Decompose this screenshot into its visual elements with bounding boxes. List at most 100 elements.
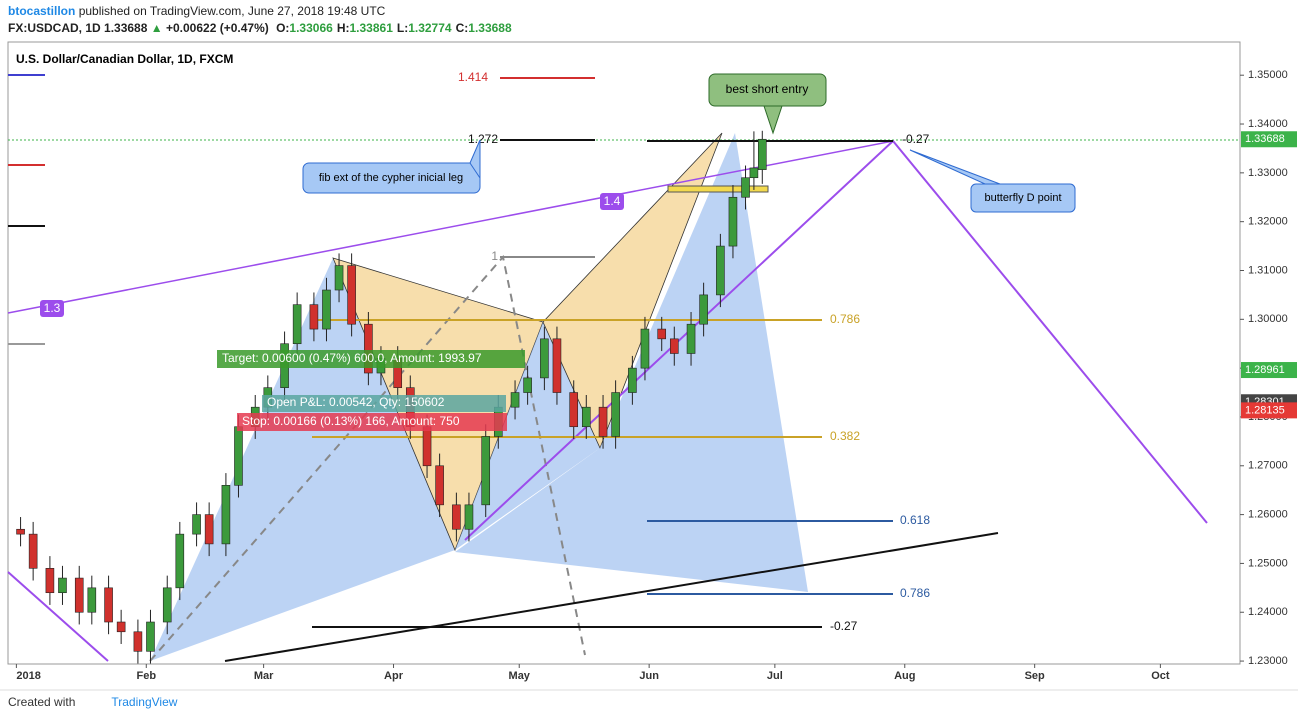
ohlc-val: 1.32774 [408, 21, 452, 35]
fib-label: 1 [491, 249, 498, 263]
ohlc: O:1.33066 H:1.33861 L:1.32774 C:1.33688 [272, 21, 512, 35]
candle-body [581, 406, 591, 428]
callout-text: butterfly D point [984, 192, 1061, 204]
candle-body [628, 367, 637, 393]
candle-body [481, 436, 491, 506]
candle-body [611, 392, 620, 437]
ohlc-key: L: [396, 21, 409, 35]
y-tick-label: 1.24000 [1248, 606, 1288, 618]
candle-body [569, 392, 579, 428]
ohlc-val: 1.33861 [349, 21, 393, 35]
fib-label: 0.382 [830, 429, 860, 443]
callout-pointer [469, 139, 481, 180]
x-tick-label: Aug [894, 670, 915, 682]
candle-body [452, 504, 461, 530]
y-tick-label: 1.33000 [1248, 167, 1288, 179]
candle-body [435, 465, 444, 506]
candle-body [234, 426, 243, 486]
candle-body [292, 304, 302, 345]
chart-title: U.S. Dollar/Canadian Dollar, 1D, FXCM [16, 52, 233, 66]
price-tag [1241, 362, 1297, 379]
price-tag [1241, 131, 1297, 148]
x-tick-label: Oct [1151, 670, 1170, 682]
x-tick-label: Jun [639, 670, 659, 682]
callout [970, 183, 1076, 213]
ohlc-key: C: [455, 21, 469, 35]
fib-label: -0.27 [902, 132, 930, 146]
y-tick-label: 1.25000 [1248, 557, 1288, 569]
candle-body [540, 338, 549, 379]
arrow: ▲ [150, 21, 163, 35]
stop-label [237, 413, 507, 431]
y-tick-label: 1.27000 [1248, 460, 1288, 472]
ohlc-key: H: [336, 21, 350, 35]
ohlc-val: 1.33688 [468, 21, 512, 35]
trend-line [224, 532, 999, 662]
callout-pointer [909, 149, 1001, 185]
x-tick-label: Mar [254, 670, 274, 682]
target-label [217, 350, 525, 368]
candle-body [741, 177, 750, 198]
candle-body [657, 328, 667, 340]
channel-badge [600, 193, 624, 210]
callout-text: fib ext of the cypher inicial leg [319, 172, 463, 184]
candle-body [510, 392, 520, 408]
candle-body [422, 426, 432, 467]
candle-body [334, 265, 344, 291]
candle-body [116, 621, 126, 633]
fib-label: 1.414 [458, 70, 488, 84]
candle-body [74, 577, 84, 613]
axes: 1.230001.240001.250001.260001.270001.280… [15, 69, 1297, 682]
candle-body [309, 304, 319, 330]
fib-label: -0.27 [830, 619, 858, 633]
target-text: Target: 0.00600 (0.47%) 600.0, Amount: 1… [222, 351, 482, 365]
ohlc-val: 1.33066 [289, 21, 333, 35]
y-tick-label: 1.34000 [1248, 118, 1288, 130]
candle-body [28, 533, 38, 569]
candle-body [175, 533, 185, 589]
fib-label: 0.786 [830, 312, 860, 326]
candle-body [598, 406, 608, 437]
candle-body [686, 323, 696, 354]
author: btocastillon [8, 4, 76, 18]
candle-body [322, 289, 331, 330]
x-tick-label: Apr [384, 670, 404, 682]
price-tag-label: 1.28135 [1245, 404, 1285, 416]
fib-label: 0.618 [900, 513, 930, 527]
candle-body [464, 504, 474, 530]
candle-body [204, 514, 214, 545]
candle-body [162, 587, 172, 623]
candle-body [640, 328, 650, 369]
x-tick-label: Jul [767, 670, 783, 682]
price-tag-label: 1.28961 [1245, 364, 1285, 376]
y-tick-label: 1.30000 [1248, 313, 1288, 325]
y-tick-label: 1.23000 [1248, 655, 1288, 667]
x-tick-label: May [509, 670, 531, 682]
pattern-leg [542, 132, 723, 450]
candle-body [716, 245, 725, 296]
price-tag-label: 1.33688 [1245, 133, 1285, 145]
candle-body [364, 323, 373, 374]
y-tick-label: 1.26000 [1248, 509, 1288, 521]
ohlc-key: O: [276, 21, 290, 35]
header: btocastillon published on TradingView.co… [8, 3, 512, 37]
x-tick-label: Sep [1025, 670, 1045, 682]
brand: TradingView [111, 695, 178, 709]
candle-body [757, 138, 767, 170]
channel-badge [40, 300, 64, 317]
callout-text: best short entry [726, 82, 809, 96]
candle-body [523, 377, 532, 393]
y-tick-label: 1.31000 [1248, 264, 1288, 276]
change: +0.00622 (+0.47%) [165, 21, 269, 35]
channel-line [7, 571, 109, 662]
candle-body [192, 514, 201, 535]
symbol: FX:USDCAD, 1D [8, 21, 101, 35]
y-tick-label: 1.35000 [1248, 69, 1288, 81]
candle-body [87, 587, 97, 613]
stop-text: Stop: 0.00166 (0.13%) 166, Amount: 750 [242, 414, 460, 428]
x-tick-label: 2018 [16, 670, 40, 682]
candle-body [45, 568, 55, 594]
y-tick-label: 1.32000 [1248, 216, 1288, 228]
